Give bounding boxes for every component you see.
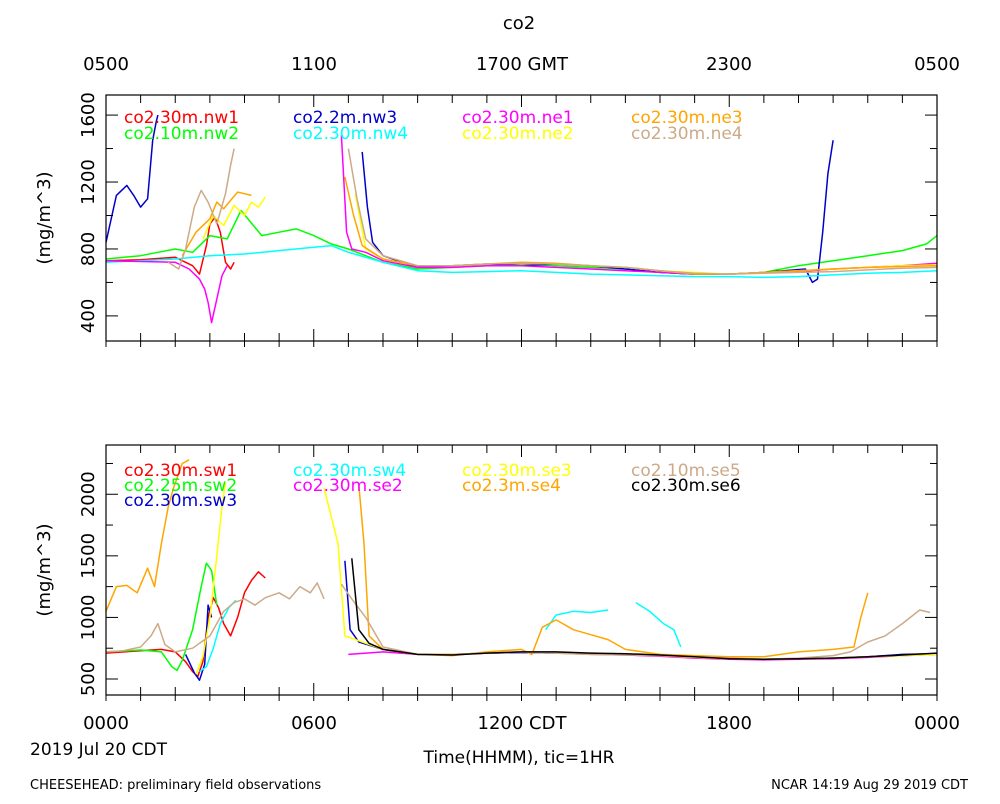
legend-entry: co2.30m.se3	[462, 461, 572, 481]
series-line-co2-30m-ne2	[354, 193, 938, 275]
legend-entry: co2.30m.se6	[631, 476, 741, 496]
series-line-co2-30m-ne2	[202, 196, 266, 240]
legend-entry: co2.30m.nw4	[293, 124, 408, 144]
date-label: 2019 Jul 20 CDT	[30, 740, 168, 760]
legend-entry: co2.30m.nw1	[124, 108, 239, 128]
series-line-co2-30m-ne3	[181, 191, 252, 257]
series-line-co2-30m-sw3	[344, 560, 938, 661]
top-panel-ticks: 400 800 1200 1600	[78, 92, 938, 347]
series-line-co2-3m-se4	[105, 459, 190, 612]
series-line-co2-30m-nw1	[105, 216, 235, 275]
y-tick-label: 1000	[78, 595, 99, 641]
top-axis-label: 0500	[914, 54, 960, 75]
bottom-panel-ylabel: (mg/m^3)	[34, 523, 55, 616]
top-axis-label: 1100	[291, 54, 337, 75]
y-tick-label: 1200	[78, 159, 99, 205]
top-axis-label: 1700 GMT	[476, 54, 569, 75]
y-tick-label: 2000	[78, 471, 99, 517]
series-line-co2-30m-sw4	[635, 601, 682, 648]
series-line-co2-3m-se4	[358, 484, 869, 658]
bottom-axis-labels: 0000 0600 1200 CDT 1800 0000	[83, 713, 960, 734]
series-line-co2-30m-se3	[323, 487, 938, 661]
series-line-co2-30m-ne1	[340, 135, 938, 275]
series-line-co2-30m-se3	[195, 481, 227, 675]
top-axis-label: 0500	[83, 54, 129, 75]
bottom-axis-label: 0600	[291, 713, 337, 734]
bottom-axis-label: 0000	[914, 713, 960, 734]
x-axis-title: Time(HHMM), tic=1HR	[423, 748, 615, 768]
bottom-axis-label: 1800	[706, 713, 752, 734]
series-line-co2-2m-nw3	[361, 140, 834, 284]
legend-entry: co2.30m.ne2	[462, 124, 574, 144]
top-panel-ylabel: (mg/m^3)	[34, 171, 55, 264]
y-tick-label: 500	[78, 662, 99, 696]
series-line-co2-10m-se5	[105, 582, 325, 653]
series-line-co2-30m-ne1	[105, 259, 228, 324]
legend-entry: co2.25m.sw2	[124, 476, 237, 496]
series-line-co2-10m-nw2	[105, 209, 938, 275]
top-panel-legend: co2.30m.nw1co2.10m.nw2co2.2m.nw3co2.30m.…	[124, 108, 743, 144]
y-tick-label: 1600	[78, 92, 99, 138]
series-line-co2-30m-sw3	[184, 604, 213, 681]
bottom-panel-series	[105, 459, 938, 681]
legend-entry: co2.30m.se2	[293, 476, 403, 496]
legend-entry: co2.30m.sw3	[124, 491, 237, 511]
y-tick-label: 400	[78, 299, 99, 333]
legend-entry: co2.30m.sw1	[124, 461, 237, 481]
bottom-panel-ticks: 500 1000 1500 2000	[78, 445, 938, 701]
legend-entry: co2.2m.nw3	[293, 108, 397, 128]
legend-entry: co2.30m.ne1	[462, 108, 574, 128]
series-line-co2-30m-ne3	[344, 176, 938, 275]
top-axis-labels: 0500 1100 1700 GMT 2300 0500	[83, 54, 960, 75]
top-axis-label: 2300	[706, 54, 752, 75]
series-line-co2-30m-sw4	[545, 609, 609, 631]
chart-title: co2	[503, 13, 535, 34]
top-panel-series	[105, 114, 938, 324]
series-line-co2-30m-ne4	[347, 148, 938, 275]
series-line-co2-2m-nw3	[105, 114, 159, 243]
series-line-co2-30m-nw4	[105, 244, 938, 279]
bottom-axis-label: 1200 CDT	[478, 713, 568, 734]
bottom-axis-label: 0000	[83, 713, 129, 734]
y-tick-label: 1500	[78, 533, 99, 579]
legend-entry: co2.10m.se5	[631, 461, 741, 481]
series-line-co2-30m-se6	[351, 558, 938, 661]
footer-left: CHEESEHEAD: preliminary field observatio…	[30, 778, 321, 793]
series-line-co2-30m-ne4	[167, 148, 235, 270]
footer-right: NCAR 14:19 Aug 29 2019 CDT	[771, 778, 968, 793]
legend-entry: co2.30m.ne4	[631, 124, 743, 144]
y-tick-label: 800	[78, 232, 99, 266]
series-line-co2-25m-sw2	[105, 562, 218, 672]
legend-entry: co2.30m.ne3	[631, 108, 743, 128]
legend-entry: co2.30m.sw4	[293, 461, 406, 481]
legend-entry: co2.3m.se4	[462, 476, 561, 496]
legend-entry: co2.10m.nw2	[124, 124, 239, 144]
